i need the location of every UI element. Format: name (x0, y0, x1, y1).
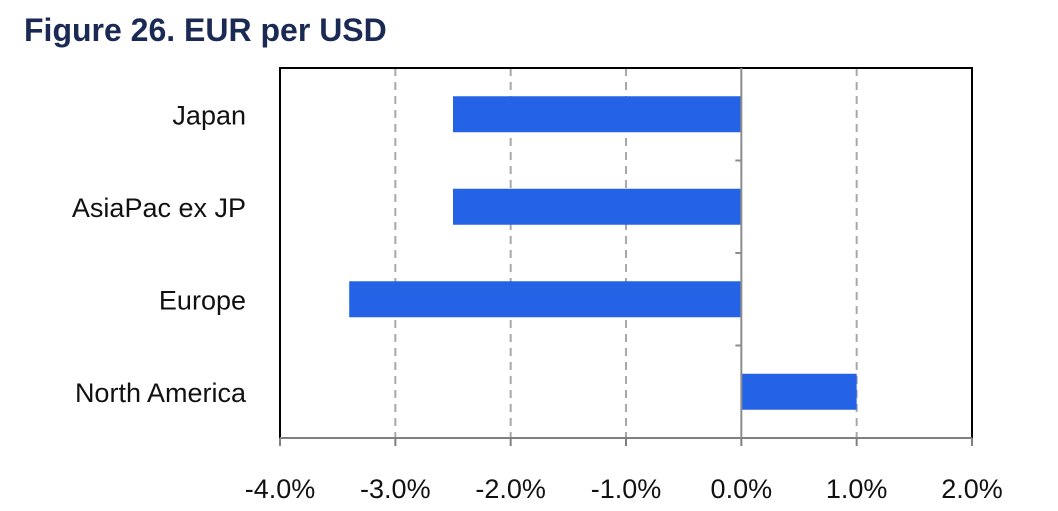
x-tick-label: -4.0% (245, 474, 316, 504)
x-tick-label: -2.0% (475, 474, 546, 504)
bars (349, 96, 857, 410)
bar-japan (453, 96, 742, 133)
x-tick-label: -1.0% (591, 474, 662, 504)
category-label: North America (75, 378, 247, 408)
x-tick-label: 2.0% (941, 474, 1003, 504)
x-tick-label: 1.0% (826, 474, 888, 504)
axes (279, 67, 973, 446)
x-tick-label: -3.0% (360, 474, 431, 504)
bar-asiapac-ex-jp (453, 188, 742, 225)
category-label: Europe (159, 285, 246, 315)
labels: -4.0% -3.0% -2.0% -1.0% 0.0% 1.0% 2.0% Japan Asi… (72, 100, 1003, 504)
category-label: Japan (172, 100, 246, 130)
bar-north-america (741, 373, 857, 410)
category-label: AsiaPac ex JP (72, 193, 246, 223)
bar-europe (349, 281, 742, 318)
x-tick-label: 0.0% (711, 474, 773, 504)
chart-title: Figure 26. EUR per USD (24, 12, 387, 48)
